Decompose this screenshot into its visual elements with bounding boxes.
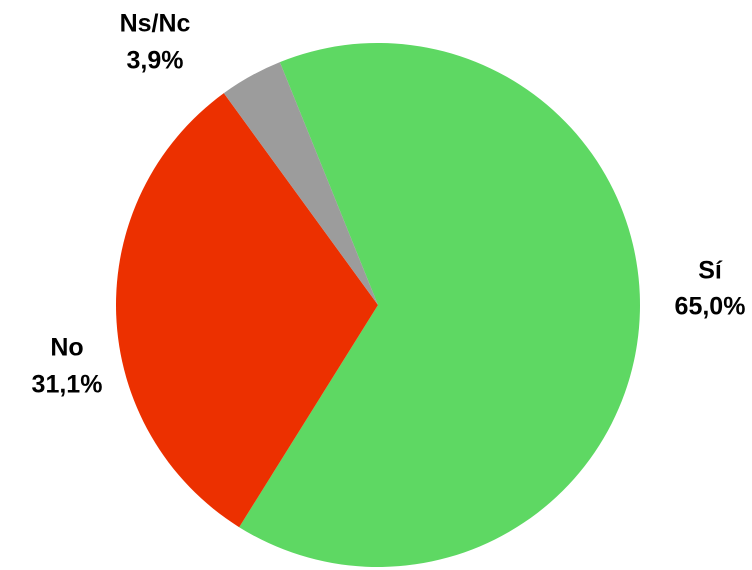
slice-label-value: 3,9% bbox=[127, 47, 184, 75]
pie-slices bbox=[116, 43, 640, 568]
pie-slice-no bbox=[116, 93, 378, 528]
slice-label-value: 31,1% bbox=[32, 371, 103, 399]
slice-label-value: 65,0% bbox=[675, 293, 746, 321]
slice-label-name: No bbox=[50, 334, 83, 362]
slice-label-name: Sí bbox=[698, 257, 723, 285]
slice-label-name: Ns/Nc bbox=[120, 10, 191, 38]
pie-slice-ns-nc bbox=[223, 62, 378, 305]
pie-labels: Sí 65,0% No 31,1% Ns/Nc 3,9% bbox=[32, 10, 746, 399]
pie-slice-si bbox=[239, 43, 640, 568]
